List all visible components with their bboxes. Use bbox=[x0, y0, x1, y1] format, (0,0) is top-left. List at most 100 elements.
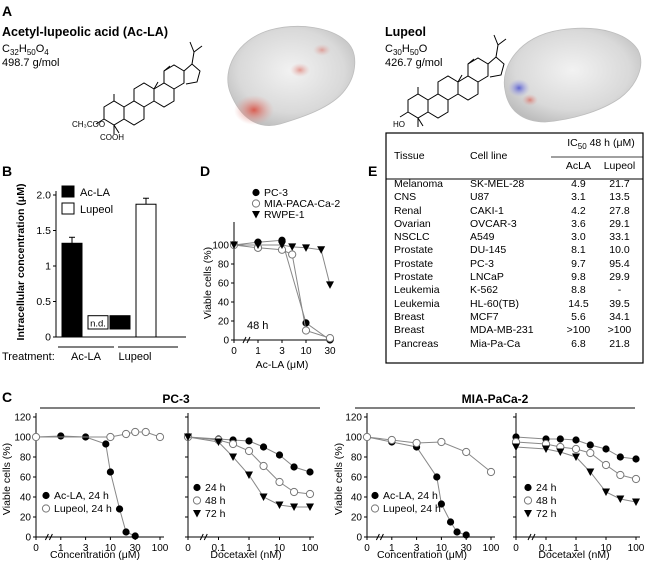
y-tick-label: 0 bbox=[356, 533, 362, 544]
axis-break bbox=[527, 533, 532, 541]
legend-marker bbox=[193, 483, 201, 492]
data-point bbox=[301, 326, 311, 335]
table-row: Renal CAKI-1 4.2 27.8 bbox=[388, 205, 642, 218]
cell-acla: 8.1 bbox=[571, 244, 586, 257]
data-point bbox=[275, 451, 284, 459]
x-tick-label: 100 bbox=[628, 543, 645, 554]
legend-marker bbox=[252, 211, 260, 219]
data-point bbox=[556, 448, 565, 456]
nd-box bbox=[109, 315, 131, 330]
cell-acla: 6.8 bbox=[571, 337, 586, 350]
cell-line: CAKI-1 bbox=[470, 204, 504, 217]
lupeol-structure-image bbox=[399, 34, 507, 127]
x-tick-label: 100 bbox=[483, 543, 500, 554]
table-row: Leukemia HL-60(TB) 14.5 39.5 bbox=[388, 298, 642, 311]
x-tick-label: 10 bbox=[274, 543, 286, 554]
x-tick-label: 0 bbox=[231, 346, 237, 357]
data-point bbox=[437, 500, 445, 508]
legend-marker bbox=[523, 496, 533, 505]
cell-lupeol: 29.9 bbox=[609, 271, 630, 284]
chart-c1-xlabel: Concentration (μM) bbox=[50, 549, 140, 561]
cell-acla: 4.9 bbox=[571, 178, 586, 190]
cell-lupeol: 29.1 bbox=[609, 217, 630, 230]
data-point bbox=[616, 495, 625, 503]
y-tick-label: 20 bbox=[20, 513, 32, 524]
data-point bbox=[437, 437, 446, 447]
legend-label: 48 h bbox=[205, 495, 226, 507]
cell-lupeol: 33.1 bbox=[609, 231, 630, 244]
cell-lupeol: 10.0 bbox=[609, 244, 630, 257]
series-line-1 bbox=[366, 436, 492, 473]
data-point bbox=[433, 473, 441, 481]
table-header-cell-line: Cell line bbox=[470, 149, 508, 162]
cell-lupeol: 13.5 bbox=[609, 191, 630, 204]
legend-label: 24 h bbox=[205, 482, 226, 494]
chart-b-ylabel: Intracellular concentration (μM) bbox=[15, 184, 27, 341]
cell-tissue: Ovarian bbox=[394, 217, 431, 230]
data-point bbox=[542, 445, 550, 453]
data-point bbox=[631, 474, 641, 484]
data-point bbox=[288, 243, 297, 251]
data-point bbox=[601, 460, 611, 470]
table-header-tissue: Tissue bbox=[394, 149, 425, 162]
data-point bbox=[229, 453, 238, 461]
legend-label-acla: Ac-LA bbox=[80, 187, 111, 199]
data-point bbox=[106, 432, 115, 442]
data-point bbox=[131, 532, 139, 540]
lupeol-ho-label: HO bbox=[393, 120, 405, 129]
chart-d-annotation: 48 h bbox=[247, 320, 268, 332]
panel-label-e: E bbox=[368, 163, 377, 179]
cell-lupeol: 95.4 bbox=[609, 257, 630, 270]
cell-tissue: Melanoma bbox=[394, 178, 444, 190]
cell-tissue: NSCLC bbox=[394, 231, 430, 244]
table-row: Prostate PC-3 9.7 95.4 bbox=[388, 258, 642, 271]
data-point bbox=[462, 447, 471, 457]
data-point bbox=[572, 453, 580, 461]
x-tick-label: 100 bbox=[152, 543, 169, 554]
cell-line: U87 bbox=[470, 191, 490, 204]
data-point bbox=[512, 443, 520, 451]
cell-line: LNCaP bbox=[470, 271, 504, 284]
series-line-0 bbox=[35, 435, 136, 537]
panel-label-d: D bbox=[200, 163, 210, 179]
data-point bbox=[412, 438, 421, 448]
nd-label: n.d. bbox=[90, 319, 106, 330]
data-point bbox=[446, 518, 455, 526]
data-point bbox=[302, 244, 310, 252]
x-tick-label: 0 bbox=[185, 543, 191, 554]
data-point bbox=[244, 446, 254, 456]
cell-lupeol: - bbox=[617, 284, 622, 297]
data-point bbox=[326, 281, 334, 289]
x-tick-label: 30 bbox=[324, 346, 336, 357]
y-tick-label: 80 bbox=[351, 453, 363, 464]
y-tick-label: 40 bbox=[20, 493, 32, 504]
cell-lupeol: 21.8 bbox=[609, 337, 630, 350]
legend-label: Lupeol, 24 h bbox=[383, 503, 441, 515]
cell-acla: >100 bbox=[566, 324, 591, 337]
y-tick-label: 20 bbox=[218, 317, 230, 328]
data-point bbox=[290, 503, 299, 511]
cell-tissue: Prostate bbox=[394, 271, 434, 284]
axis-break bbox=[531, 533, 536, 541]
x-tick-label: 3 bbox=[279, 346, 285, 357]
y-tick-label: 2.0 bbox=[36, 190, 51, 202]
data-point bbox=[288, 250, 297, 259]
y-tick-label: 0 bbox=[25, 533, 31, 544]
y-tick-label: 60 bbox=[351, 473, 363, 484]
cell-tissue: Breast bbox=[394, 310, 425, 323]
legend-label: MIA-PACA-Ca-2 bbox=[264, 198, 340, 210]
legend-marker bbox=[252, 188, 260, 197]
chart-c3-ylabel: Viable cells (%) bbox=[333, 443, 345, 515]
acla-cooh-label: COOH bbox=[100, 133, 124, 142]
acla-surface-image bbox=[227, 25, 356, 126]
cell-line: SK-MEL-28 bbox=[470, 178, 525, 190]
cell-acla: 14.5 bbox=[568, 297, 589, 310]
data-point bbox=[214, 438, 223, 446]
data-point bbox=[453, 528, 461, 536]
data-point bbox=[121, 429, 131, 439]
data-point bbox=[586, 468, 595, 476]
cell-tissue: Pancreas bbox=[394, 337, 439, 350]
y-tick-label: 120 bbox=[14, 413, 31, 424]
data-point bbox=[141, 427, 150, 437]
